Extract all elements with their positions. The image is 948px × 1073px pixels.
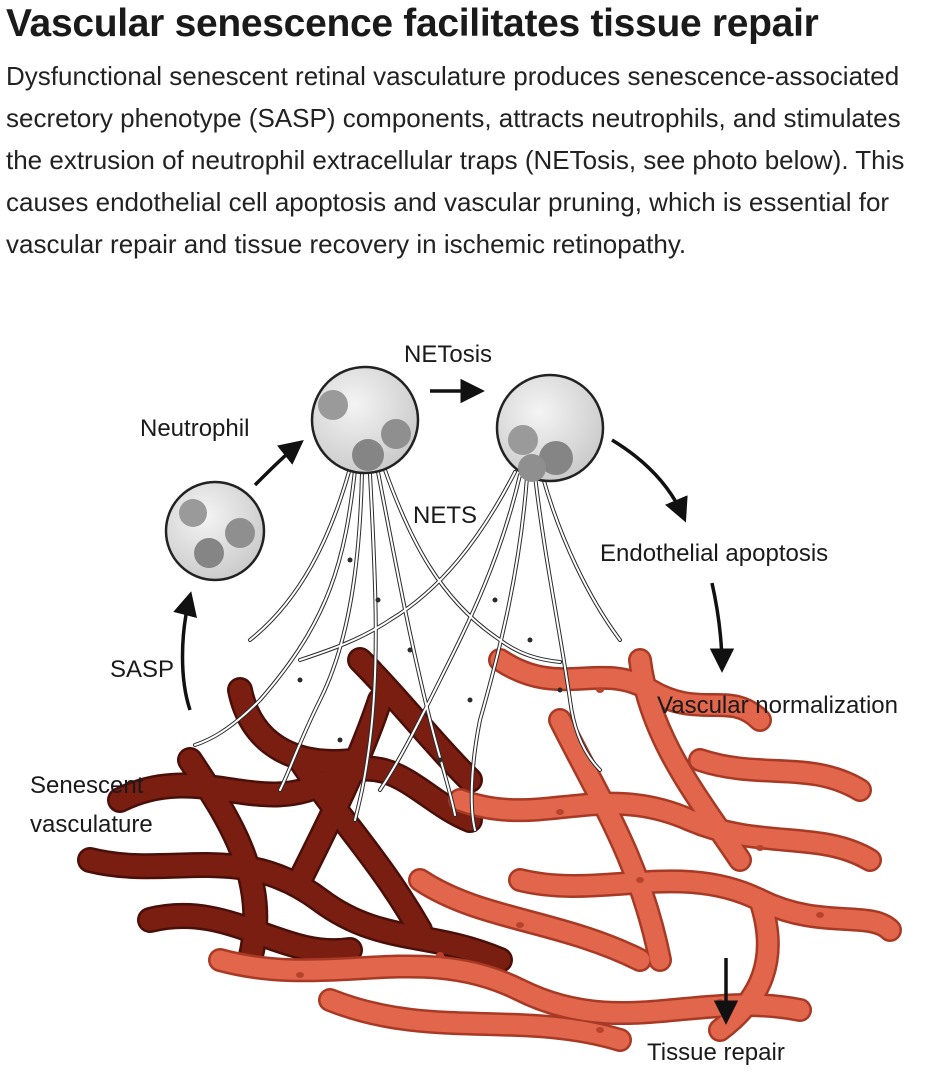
apoptosis-arrow — [611, 438, 688, 523]
netotic-neutrophil-cell — [495, 373, 605, 483]
label-neutrophil: Neutrophil — [140, 415, 249, 442]
neutrophil-arrow — [253, 439, 304, 487]
label-vascular-normalization: Vascular normalization — [657, 692, 898, 719]
figure-title: Vascular senescence facilitates tissue r… — [6, 2, 819, 45]
normalization-arrow — [709, 582, 735, 673]
neutrophil-cell-small — [164, 480, 266, 582]
sasp-arrow — [173, 591, 198, 711]
label-nets: NETS — [413, 502, 477, 529]
neutrophil-cell — [310, 365, 420, 475]
label-senescent-line2: vasculature — [30, 811, 153, 838]
label-netosis: NETosis — [404, 341, 492, 368]
senescent-vessel-network — [77, 647, 513, 973]
label-tissue-repair: Tissue repair — [647, 1039, 785, 1066]
label-senescent-line1: Senescent — [30, 772, 144, 799]
figure-summary: Dysfunctional senescent retinal vasculat… — [6, 61, 905, 259]
label-sasp: SASP — [110, 656, 174, 683]
label-endothelial-apoptosis: Endothelial apoptosis — [600, 540, 828, 567]
nets-fibers — [193, 466, 622, 832]
pathway-arrows — [173, 378, 739, 1025]
